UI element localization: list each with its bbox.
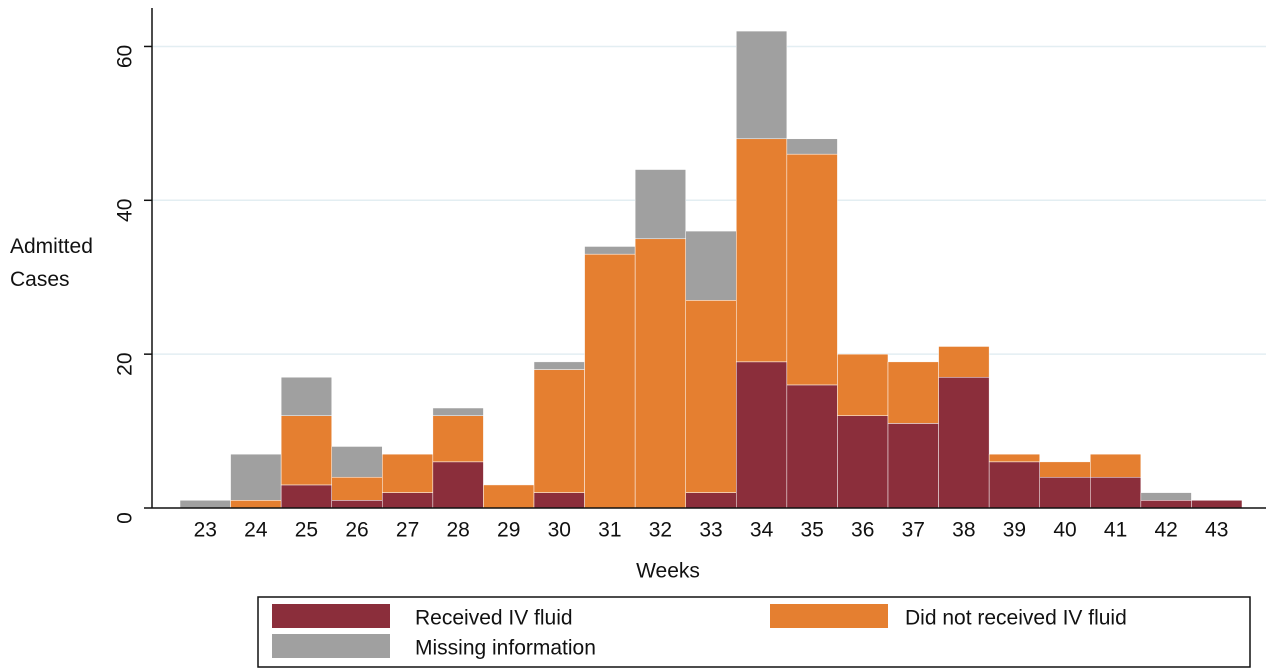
bar-segment xyxy=(280,415,332,486)
x-tick-label: 35 xyxy=(800,519,823,542)
x-tick-label: 38 xyxy=(952,519,975,542)
bar-segment xyxy=(584,246,636,255)
y-tick-label: 20 xyxy=(114,352,137,375)
bar-segment xyxy=(280,376,332,416)
x-tick-label: 41 xyxy=(1104,519,1127,542)
bar-segment xyxy=(280,484,332,509)
bar-segment xyxy=(736,138,788,363)
x-tick-label: 39 xyxy=(1003,519,1026,542)
bar-segment xyxy=(786,153,838,386)
x-tick-label: 43 xyxy=(1205,519,1228,542)
y-tick-label: 40 xyxy=(114,199,137,222)
bar-segment xyxy=(736,30,788,140)
legend-swatch xyxy=(770,604,888,628)
bar-segment xyxy=(331,446,383,478)
bar-segment xyxy=(938,346,990,378)
x-tick-label: 37 xyxy=(902,519,925,542)
bar-segment xyxy=(1039,476,1091,509)
x-tick-label: 29 xyxy=(497,519,520,542)
bar-segment xyxy=(1191,500,1243,509)
bar-segment xyxy=(685,492,737,509)
bar-segment xyxy=(1039,461,1091,478)
bar-segment xyxy=(685,230,737,301)
bar-segment xyxy=(533,369,585,493)
bar-segment xyxy=(230,453,282,501)
legend-box xyxy=(257,596,1251,668)
bar-segment xyxy=(786,384,838,509)
legend-swatch xyxy=(272,604,390,628)
x-tick-label: 36 xyxy=(851,519,874,542)
bar-segment xyxy=(382,453,434,493)
x-tick-label: 24 xyxy=(244,519,268,542)
bar-segment xyxy=(432,461,484,509)
bar-segment xyxy=(230,500,282,509)
bar-segment xyxy=(179,500,231,509)
y-tick-label: 0 xyxy=(114,512,137,524)
x-tick-label: 26 xyxy=(345,519,368,542)
bar-segment xyxy=(736,361,788,509)
bar-segment xyxy=(938,376,990,509)
bar-segment xyxy=(432,407,484,416)
bar-segment xyxy=(887,361,939,424)
bar-segment xyxy=(837,415,889,509)
y-axis-label: Admitted Cases xyxy=(10,235,93,291)
x-tick-label: 27 xyxy=(396,519,419,542)
bar-segment xyxy=(988,461,1040,509)
x-tick-label: 42 xyxy=(1154,519,1177,542)
y-tick-label: 60 xyxy=(114,45,137,68)
bar-segment xyxy=(634,169,686,240)
legend-label: Did not received IV fluid xyxy=(905,607,1127,630)
bar-segment xyxy=(1090,453,1142,478)
x-tick-label: 28 xyxy=(446,519,469,542)
bar-segment xyxy=(533,361,585,370)
x-axis-label: Weeks xyxy=(636,560,700,583)
bar-segment xyxy=(584,253,636,509)
x-tick-label: 33 xyxy=(699,519,722,542)
x-tick-label: 40 xyxy=(1053,519,1076,542)
x-tick-label: 23 xyxy=(194,519,217,542)
bar-segment xyxy=(483,484,535,509)
bar-segment xyxy=(432,415,484,463)
bar-segment xyxy=(786,138,838,155)
bar-segment xyxy=(331,476,383,501)
bar-segment xyxy=(837,353,889,416)
x-tick-label: 25 xyxy=(295,519,318,542)
bar-segment xyxy=(685,300,737,493)
bar-segment xyxy=(634,238,686,509)
bar-segment xyxy=(1140,492,1192,501)
bar-segment xyxy=(331,500,383,509)
legend-swatch xyxy=(272,634,390,658)
x-tick-label: 31 xyxy=(598,519,621,542)
bar-segment xyxy=(1140,500,1192,509)
x-tick-label: 30 xyxy=(548,519,571,542)
bar-segment xyxy=(1090,476,1142,509)
bar-segment xyxy=(887,423,939,509)
legend-label: Received IV fluid xyxy=(415,607,573,630)
x-tick-label: 32 xyxy=(649,519,672,542)
bar-segment xyxy=(988,453,1040,463)
x-tick-label: 34 xyxy=(750,519,774,542)
legend-label: Missing information xyxy=(415,637,596,660)
bar-segment xyxy=(533,492,585,509)
bar-segment xyxy=(382,492,434,509)
